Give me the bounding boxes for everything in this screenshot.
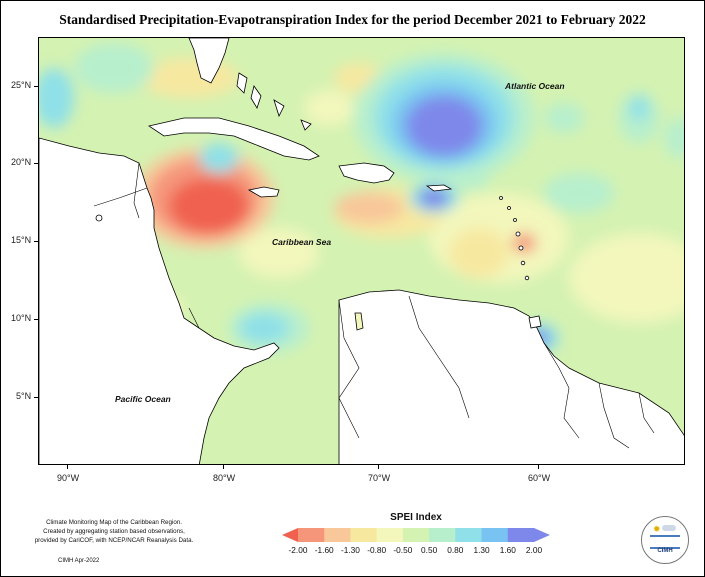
lon-tick [223, 465, 224, 469]
antilles-7 [524, 275, 530, 281]
lon-label-60: 60°W [528, 473, 551, 483]
border-2 [93, 187, 148, 207]
legend-tick-label: -1.60 [314, 545, 334, 555]
legend-swatch [429, 528, 456, 542]
border-7 [638, 392, 655, 434]
legend-arrow-right [534, 528, 550, 542]
lat-label-15: 15°N [11, 235, 32, 245]
bahamas-1 [236, 72, 248, 94]
antilles-6 [520, 260, 526, 266]
antilles-3 [513, 218, 517, 222]
border-4 [408, 295, 470, 419]
bahamas-2 [250, 85, 262, 109]
legend-swatch [402, 528, 430, 542]
puerto-rico [425, 184, 453, 192]
legend-tick-label: -0.50 [393, 545, 413, 555]
legend-colorbar [282, 528, 550, 542]
legend-swatch [298, 528, 325, 542]
lon-tick [378, 465, 379, 469]
legend-swatch [350, 528, 378, 542]
borders [93, 162, 655, 449]
lat-label-25: 25°N [11, 80, 32, 90]
credits-line-3: provided by CariCOF, with NCEP/NCAR Rean… [34, 537, 194, 544]
lat-tick [34, 319, 38, 320]
lon-tick [538, 465, 539, 469]
credits-line-1: Climate Monitoring Map of the Caribbean … [46, 519, 182, 526]
spei-map: Atlantic Ocean Caribbean Sea Pacific Oce… [38, 37, 685, 465]
spei-legend: SPEI Index -2.00 -1.60 -1.30 -0.80 -0.50 0.50… [282, 512, 550, 558]
border-5 [543, 342, 580, 439]
trinidad [528, 315, 542, 329]
bahamas-4 [300, 119, 312, 131]
legend-tick-label: 0.80 [447, 545, 464, 555]
lon-label-80: 80°W [213, 473, 236, 483]
lat-label-10: 10°N [11, 313, 32, 323]
legend-tick-label: -2.00 [288, 545, 308, 555]
legend-tick-label: 2.00 [525, 545, 543, 555]
legend-tick-label: -0.80 [367, 545, 387, 555]
sun-icon: ✹ [653, 524, 661, 534]
jamaica [247, 186, 280, 198]
legend-tick-label: 1.30 [473, 545, 490, 555]
lat-tick [34, 86, 38, 87]
bahamas-3 [273, 99, 285, 118]
legend-swatch [481, 528, 509, 542]
landmasses [39, 38, 684, 464]
legend-tick-label: 0.50 [421, 545, 438, 555]
legend-swatch [376, 528, 404, 542]
lon-label-90: 90°W [57, 473, 80, 483]
credits-block: Climate Monitoring Map of the Caribbean … [14, 518, 214, 545]
lat-tick [34, 397, 38, 398]
florida [188, 38, 230, 84]
antilles-5 [518, 245, 524, 251]
legend-swatch [507, 528, 535, 542]
lon-tick [67, 465, 68, 469]
border-6 [598, 382, 630, 449]
legend-tick-label: -1.30 [340, 545, 360, 555]
cloud-icon [662, 525, 676, 531]
border-1 [133, 162, 140, 219]
lat-tick [34, 241, 38, 242]
pacific-ocean-label: Pacific Ocean [115, 394, 171, 404]
lake-maracaibo [354, 312, 364, 331]
antilles-2 [507, 206, 511, 210]
credits-date: CIMH Apr-2022 [58, 558, 100, 564]
antilles-1 [499, 196, 503, 200]
legend-arrow-left [282, 528, 298, 542]
atlantic-ocean-label: Atlantic Ocean [505, 81, 565, 91]
border-3 [188, 307, 200, 329]
caribbean-sea-label: Caribbean Sea [272, 237, 332, 247]
map-title: Standardised Precipitation-Evapotranspir… [59, 12, 646, 27]
cimh-logo: ✹ CIMH [641, 516, 689, 564]
logo-name: CIMH [657, 548, 673, 554]
spei-field-svg [39, 38, 684, 464]
hispaniola [338, 162, 395, 184]
legend-swatch [455, 528, 483, 542]
lat-label-5: 5°N [16, 391, 32, 401]
lat-tick [34, 163, 38, 164]
border-8 [338, 299, 360, 439]
legend-tick-labels: -2.00 -1.60 -1.30 -0.80 -0.50 0.50 0.80 1.30 1.6… [282, 545, 550, 557]
lat-label-20: 20°N [11, 157, 32, 167]
waves-icon [650, 535, 680, 549]
lon-label-70: 70°W [368, 473, 391, 483]
legend-tick-label: 1.60 [499, 545, 516, 555]
legend-title: SPEI Index [390, 512, 442, 523]
antilles-4 [515, 231, 521, 237]
credits-line-2: Created by aggregating station based obs… [43, 528, 185, 535]
legend-swatch [324, 528, 351, 542]
cuba [148, 117, 320, 161]
small-island [95, 214, 103, 222]
